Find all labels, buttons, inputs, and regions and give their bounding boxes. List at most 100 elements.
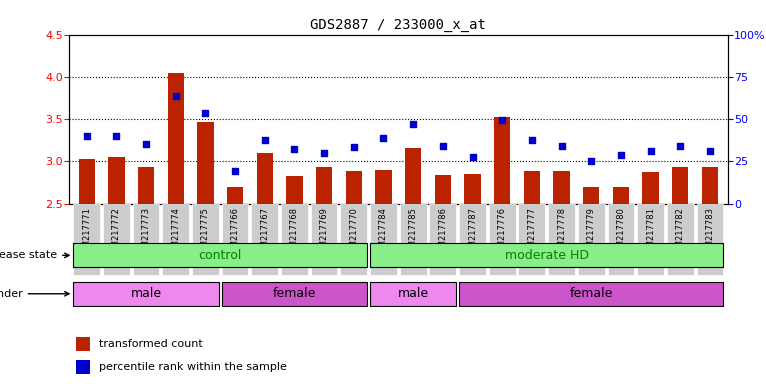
Text: female: female [273,287,316,300]
Bar [286,177,303,204]
Bar [76,360,90,374]
Bar [251,204,278,275]
Text: GSM217787: GSM217787 [468,207,477,258]
Bar [434,175,451,204]
Bar [667,204,693,275]
Text: male: male [398,287,429,300]
Text: GSM217784: GSM217784 [379,207,388,258]
Bar [76,337,90,351]
Point [140,141,152,147]
Point [585,158,597,164]
Text: disease state: disease state [0,250,69,260]
Bar [311,204,338,275]
Text: GSM217768: GSM217768 [290,207,299,258]
Bar [519,204,545,275]
Bar [370,282,457,306]
Text: GSM217785: GSM217785 [408,207,417,258]
Text: gender: gender [0,289,69,299]
Text: GSM217774: GSM217774 [172,207,180,258]
Bar [607,204,634,275]
Bar [459,204,486,275]
Point [80,133,93,139]
Bar [578,204,604,275]
Text: percentile rank within the sample: percentile rank within the sample [99,362,286,372]
Point [259,137,271,143]
Text: GSM217775: GSM217775 [201,207,210,258]
Bar [400,204,427,275]
Bar [405,148,421,204]
Bar [74,282,219,306]
Bar [222,282,367,306]
Text: GSM217781: GSM217781 [646,207,655,258]
Point [407,121,419,127]
Bar [672,167,689,204]
Bar [74,243,367,268]
Bar [281,204,308,275]
Point [378,134,390,141]
Bar [257,153,273,204]
Point [496,117,509,123]
Text: female: female [569,287,613,300]
Point [466,154,479,160]
Point [110,133,123,139]
Text: control: control [198,249,242,262]
Text: GSM217782: GSM217782 [676,207,685,258]
Bar [103,204,129,275]
Text: GSM217776: GSM217776 [498,207,506,258]
Text: GSM217767: GSM217767 [260,207,270,258]
Bar [108,157,125,204]
Text: GSM217773: GSM217773 [142,207,151,258]
Point [288,146,300,152]
Title: GDS2887 / 233000_x_at: GDS2887 / 233000_x_at [310,18,486,32]
Bar [464,174,480,204]
Text: moderate HD: moderate HD [505,249,589,262]
Bar [222,204,248,275]
Bar [494,118,510,204]
Bar [702,167,718,204]
Point [229,168,241,174]
Bar [168,73,184,204]
Text: GSM217766: GSM217766 [231,207,240,258]
Text: GSM217786: GSM217786 [438,207,447,258]
Text: male: male [130,287,162,300]
Bar [643,172,659,204]
Bar [316,167,332,204]
Bar [430,204,457,275]
Point [318,150,330,156]
Bar [370,243,723,268]
Text: transformed count: transformed count [99,339,202,349]
Point [348,144,360,150]
Bar [583,187,599,204]
Point [169,93,182,99]
Text: GSM217778: GSM217778 [557,207,566,258]
Text: GSM217783: GSM217783 [705,207,715,258]
Bar [375,170,391,204]
Point [555,143,568,149]
Bar [459,282,723,306]
Text: GSM217770: GSM217770 [349,207,358,258]
Bar [370,204,397,275]
Bar [340,204,367,275]
Text: GSM217779: GSM217779 [587,207,596,258]
Bar [138,167,154,204]
Bar [553,171,570,204]
Bar [79,159,95,204]
Bar [192,204,219,275]
Text: GSM217780: GSM217780 [617,207,625,258]
Bar [548,204,574,275]
Bar [524,171,540,204]
Text: GSM217769: GSM217769 [319,207,329,258]
Text: GSM217771: GSM217771 [82,207,91,258]
Bar [74,204,100,275]
Bar [198,122,214,204]
Point [199,110,211,116]
Point [644,148,656,154]
Bar [637,204,664,275]
Bar [345,171,362,204]
Point [615,151,627,157]
Point [525,137,538,143]
Point [674,143,686,149]
Text: GSM217777: GSM217777 [527,207,536,258]
Bar [696,204,723,275]
Text: GSM217772: GSM217772 [112,207,121,258]
